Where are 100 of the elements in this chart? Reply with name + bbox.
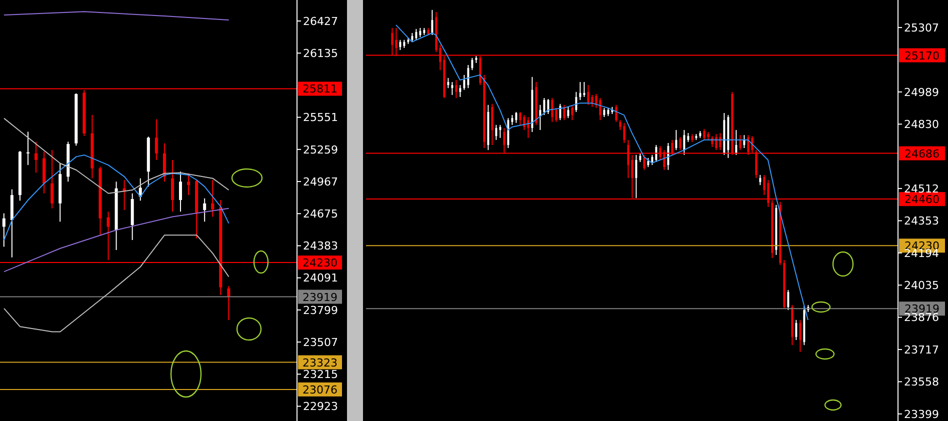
ref-line-label: 23076 bbox=[302, 383, 338, 396]
line-series bbox=[4, 154, 230, 241]
y-tick-label: 24967 bbox=[303, 175, 338, 188]
candlestick bbox=[539, 104, 542, 131]
line-series bbox=[4, 208, 230, 272]
candlestick bbox=[739, 134, 742, 151]
candlestick bbox=[719, 132, 722, 151]
candlestick bbox=[179, 171, 182, 212]
y-tick-label: 23507 bbox=[303, 336, 338, 349]
candlestick bbox=[559, 103, 562, 121]
y-tick-label: 24035 bbox=[904, 279, 939, 292]
candlestick bbox=[211, 179, 214, 218]
candlestick bbox=[567, 106, 570, 119]
ref-line-label: 23919 bbox=[302, 290, 338, 304]
candlestick bbox=[551, 98, 554, 122]
candlestick bbox=[735, 130, 738, 156]
candlestick bbox=[431, 9, 434, 36]
candlestick bbox=[491, 103, 494, 146]
ref-line-label: 25170 bbox=[904, 49, 940, 62]
candlestick bbox=[715, 134, 718, 151]
y-tick-label: 23799 bbox=[303, 304, 338, 317]
candlestick bbox=[203, 198, 206, 222]
candlestick bbox=[459, 84, 462, 98]
ref-line-label: 24686 bbox=[904, 147, 940, 160]
y-tick-label: 24353 bbox=[904, 214, 939, 228]
candlestick bbox=[499, 124, 502, 138]
y-tick-label: 23717 bbox=[904, 343, 939, 356]
line-series bbox=[4, 234, 230, 332]
candlestick bbox=[655, 144, 658, 162]
candlestick bbox=[415, 28, 418, 40]
candlestick bbox=[2, 212, 6, 248]
y-tick-label: 22923 bbox=[303, 400, 338, 414]
candlestick bbox=[467, 64, 470, 89]
candlestick bbox=[787, 289, 790, 311]
candlestick bbox=[799, 319, 802, 352]
candlestick bbox=[575, 91, 578, 112]
y-tick-label: 26135 bbox=[303, 47, 338, 60]
candlestick bbox=[599, 98, 602, 121]
candlestick bbox=[154, 118, 158, 160]
candlestick bbox=[763, 174, 766, 196]
y-tick-label: 26427 bbox=[303, 14, 338, 28]
candlestick bbox=[647, 157, 650, 168]
candlestick bbox=[471, 57, 474, 71]
candlestick bbox=[703, 128, 706, 140]
candlestick bbox=[187, 172, 190, 196]
candlestick bbox=[227, 285, 230, 321]
candlestick bbox=[463, 74, 466, 90]
y-tick-label: 24383 bbox=[303, 240, 338, 253]
candlestick bbox=[543, 98, 546, 116]
ref-line-label: 23323 bbox=[302, 356, 338, 370]
y-tick-label: 25551 bbox=[303, 111, 338, 124]
candlestick bbox=[603, 107, 606, 118]
candlestick bbox=[595, 93, 598, 108]
candlestick bbox=[679, 136, 682, 151]
y-tick-label: 24675 bbox=[303, 208, 338, 221]
candlestick bbox=[511, 114, 514, 126]
ref-line-label: 25811 bbox=[302, 82, 338, 96]
candlestick bbox=[615, 104, 618, 122]
candlestick bbox=[455, 79, 458, 99]
candlestick bbox=[50, 149, 54, 209]
candlestick bbox=[170, 159, 174, 212]
candlestick bbox=[399, 39, 402, 51]
candlestick bbox=[683, 130, 686, 156]
y-tick-label: 24091 bbox=[303, 272, 338, 285]
candlestick bbox=[587, 84, 590, 106]
candlestick bbox=[635, 154, 638, 199]
candlestick bbox=[795, 319, 798, 340]
candlestick bbox=[515, 111, 518, 124]
candlestick bbox=[555, 107, 558, 122]
candlestick bbox=[451, 82, 454, 96]
candlestick bbox=[759, 174, 762, 186]
y-tick-label: 25259 bbox=[303, 143, 338, 156]
candlestick bbox=[419, 27, 422, 38]
candlestick bbox=[495, 124, 498, 140]
candlestick bbox=[623, 122, 626, 144]
y-tick-label: 24989 bbox=[904, 86, 939, 99]
candlestick bbox=[34, 141, 38, 174]
candlestick bbox=[619, 120, 622, 131]
candlestick bbox=[26, 131, 30, 166]
y-tick-label: 25307 bbox=[904, 21, 939, 34]
candlestick bbox=[547, 98, 550, 115]
ref-line-label: 24230 bbox=[302, 256, 338, 270]
line-series bbox=[4, 118, 230, 194]
y-tick-label: 24512 bbox=[904, 182, 939, 196]
y-tick-label: 23558 bbox=[904, 376, 939, 389]
ref-line-label: 24460 bbox=[904, 193, 940, 206]
candlestick bbox=[675, 130, 678, 151]
candlestick bbox=[579, 82, 582, 101]
y-tick-label: 23399 bbox=[904, 408, 939, 421]
candlestick bbox=[447, 77, 450, 89]
candlestick bbox=[583, 82, 586, 98]
candlestick bbox=[523, 114, 526, 131]
candlestick bbox=[639, 152, 642, 162]
y-tick-label: 23215 bbox=[303, 368, 338, 382]
y-tick-label: 24830 bbox=[904, 118, 939, 132]
line-series bbox=[4, 11, 230, 21]
candlestick bbox=[519, 111, 522, 126]
candlestick bbox=[563, 104, 566, 121]
candlestick bbox=[571, 105, 574, 121]
candlestick bbox=[106, 211, 110, 261]
